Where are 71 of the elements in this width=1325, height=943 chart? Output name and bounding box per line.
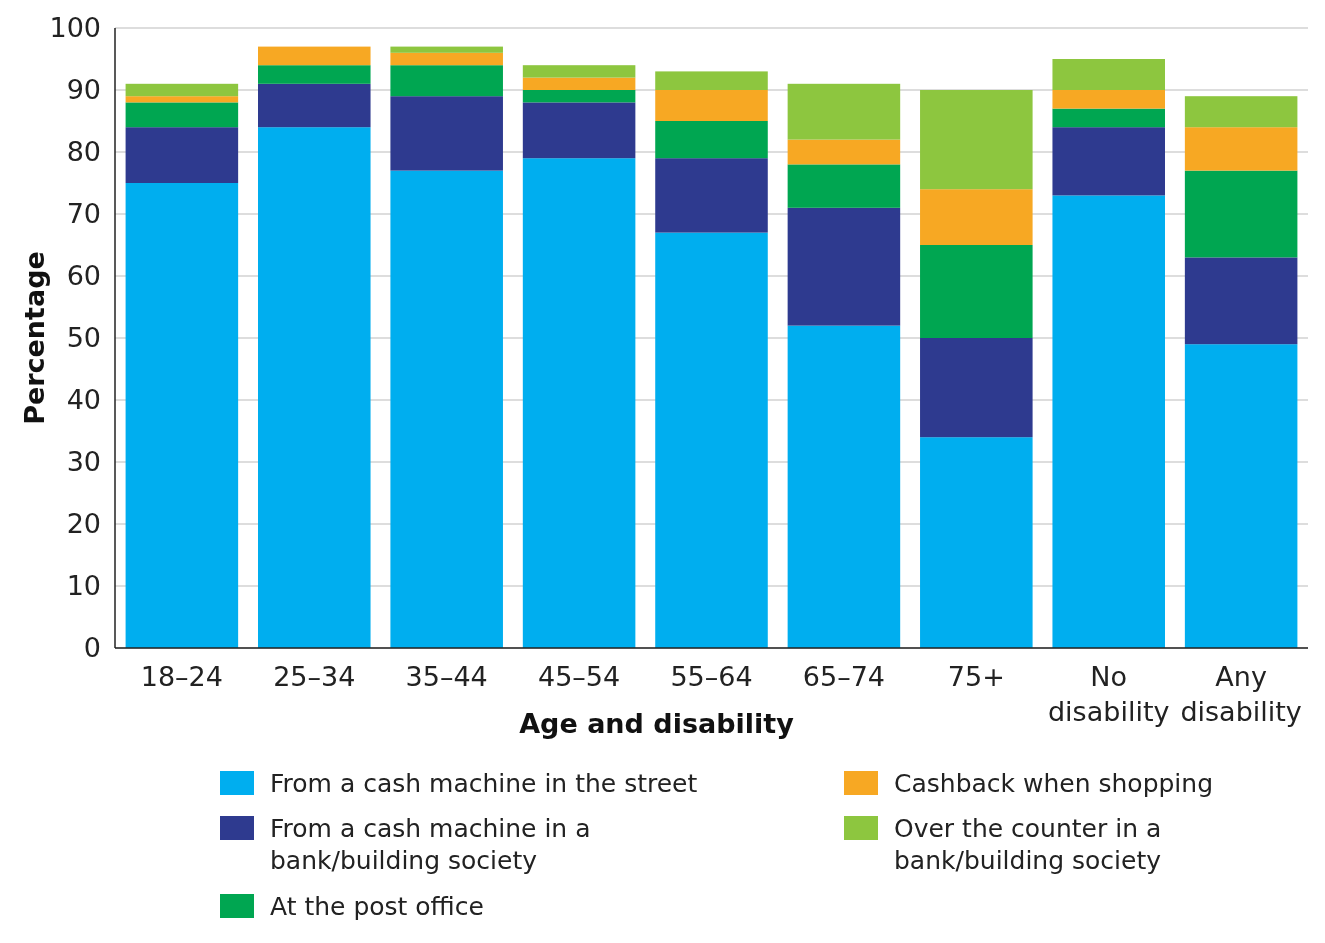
x-tick-label: 45–54: [537, 661, 621, 692]
bar: [522, 90, 636, 103]
y-axis-title: Percentage: [19, 251, 50, 425]
bar: [390, 65, 503, 97]
bar: [655, 71, 768, 90]
bar: [125, 127, 239, 183]
bar: [787, 83, 901, 140]
bar: [125, 96, 239, 103]
bar: [522, 102, 636, 159]
x-tick-label: 55–64: [670, 661, 753, 692]
bar: [1184, 96, 1298, 128]
bar: [258, 46, 371, 66]
y-tick-label: 40: [66, 384, 101, 416]
bar: [258, 65, 371, 84]
bar: [787, 325, 901, 648]
y-tick-label: 0: [83, 632, 101, 664]
y-tick-label: 90: [66, 74, 101, 106]
bar: [1052, 59, 1165, 90]
bar: [920, 245, 1033, 338]
x-tick-label: 75+: [947, 661, 1005, 692]
bar: [920, 189, 1033, 245]
bar: [258, 127, 371, 648]
y-tick-label: 30: [66, 446, 101, 478]
x-tick-label: No disability: [1047, 661, 1170, 728]
y-tick-label: 50: [66, 322, 101, 354]
x-tick-label: Any disability: [1180, 661, 1302, 728]
x-tick-label: 18–24: [140, 661, 223, 692]
legend-label: Cashback when shopping: [894, 768, 1214, 798]
bar: [522, 158, 636, 648]
y-tick-label: 20: [66, 508, 101, 540]
legend-label: From a cash machine in the street: [270, 768, 698, 798]
bar: [1052, 127, 1165, 196]
y-tick-label: 60: [66, 260, 101, 292]
x-tick-label: 65–74: [802, 661, 886, 692]
bar: [1184, 257, 1298, 345]
bar: [787, 139, 901, 165]
bar: [920, 338, 1033, 438]
bar: [920, 437, 1033, 648]
y-tick-label: 70: [66, 198, 101, 230]
bar: [125, 102, 239, 128]
bar: [390, 96, 503, 171]
x-axis-title: Age and disability: [519, 708, 795, 739]
bar: [522, 65, 636, 78]
bar: [125, 83, 239, 97]
bar: [655, 90, 768, 121]
x-tick-label: 25–34: [273, 661, 356, 692]
legend-label: From a cash machine in a bank/building society: [270, 813, 591, 876]
bar: [390, 46, 503, 53]
legend-label: Over the counter in a bank/building society: [894, 813, 1162, 876]
bar: [1184, 127, 1298, 171]
y-tick-label: 100: [49, 12, 101, 44]
bar: [920, 90, 1033, 190]
legend-label: At the post office: [270, 891, 484, 921]
bar: [522, 77, 636, 90]
bar: [655, 121, 768, 159]
bar: [1052, 90, 1165, 109]
bar: [390, 52, 503, 66]
y-tick-label: 10: [66, 570, 101, 602]
bar: [125, 183, 239, 648]
bar: [1184, 170, 1298, 258]
bar: [787, 207, 901, 326]
bar: [1052, 108, 1165, 128]
x-tick-label: 35–44: [405, 661, 488, 692]
bar: [1052, 195, 1165, 648]
bar: [1184, 344, 1298, 648]
bar: [390, 170, 503, 648]
bar: [655, 232, 768, 648]
bar: [655, 158, 768, 233]
bar: [258, 83, 371, 128]
y-tick-label: 80: [66, 136, 101, 168]
bar: [787, 164, 901, 208]
